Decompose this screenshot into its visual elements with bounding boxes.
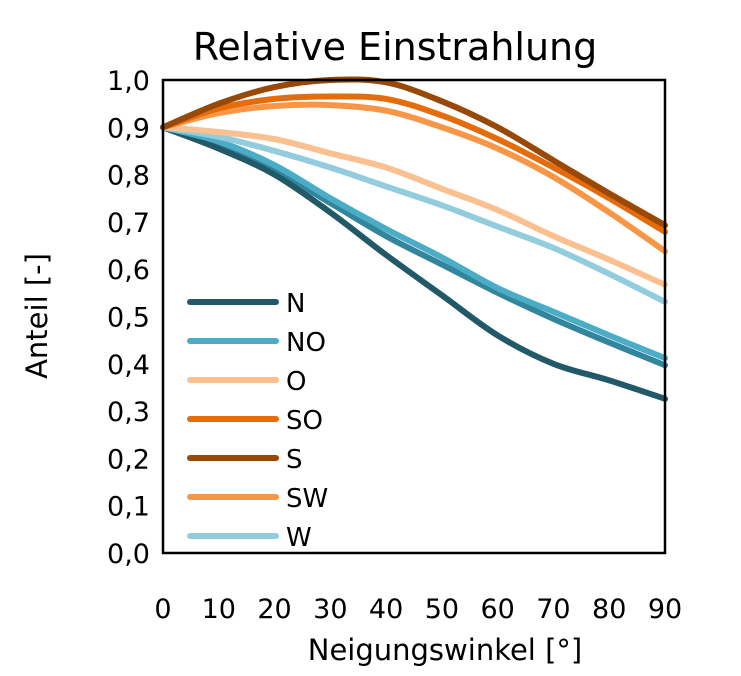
series-line-s: [160, 76, 668, 229]
x-tick-label: 20: [257, 594, 291, 625]
legend-label: N: [286, 289, 305, 319]
series-layer: [160, 76, 668, 402]
y-tick-label: 0,5: [107, 303, 150, 334]
y-tick-label: 0,7: [107, 208, 150, 239]
series-line-sw: [160, 101, 668, 255]
x-axis-ticks: 0 10 20 30 40 50 60 70 80 90: [154, 594, 682, 625]
legend-label: S: [286, 445, 303, 475]
series-line-so: [160, 93, 668, 235]
y-axis-label: Anteil [-]: [20, 253, 54, 379]
x-tick-label: 10: [202, 594, 236, 625]
y-tick-label: 0,3: [107, 397, 150, 428]
x-tick-label: 0: [154, 594, 171, 625]
y-tick-label: 0,9: [107, 113, 150, 144]
y-tick-label: 0,0: [107, 539, 150, 570]
legend-label: SW: [286, 484, 328, 514]
y-tick-label: 0,2: [107, 444, 150, 475]
y-tick-label: 1,0: [107, 66, 150, 97]
y-tick-label: 0,6: [107, 255, 150, 286]
x-tick-label: 80: [592, 594, 626, 625]
x-tick-label: 30: [313, 594, 347, 625]
series-line-w: [160, 124, 668, 305]
x-tick-label: 40: [369, 594, 403, 625]
legend-label: SO: [286, 406, 323, 436]
legend-label: NO: [286, 328, 326, 358]
y-tick-label: 0,1: [107, 492, 150, 523]
chart-title: Relative Einstrahlung: [193, 25, 598, 69]
series-line-n: [160, 124, 668, 402]
series-line-no: [160, 124, 668, 362]
y-tick-label: 0,8: [107, 161, 150, 192]
y-tick-label: 0,4: [107, 350, 150, 381]
y-axis-ticks: 0,0 0,1 0,2 0,3 0,4 0,5 0,6 0,7 0,8 0,9 1,0: [107, 66, 150, 570]
series-line-unlabeled: [160, 124, 668, 369]
x-tick-label: 70: [536, 594, 570, 625]
legend: N NO O SO S SW W: [187, 289, 328, 553]
x-tick-label: 50: [425, 594, 459, 625]
x-tick-label: 60: [480, 594, 514, 625]
x-axis-label: Neigungswinkel [°]: [308, 633, 582, 667]
x-tick-label: 90: [648, 594, 682, 625]
legend-label: O: [286, 367, 306, 397]
legend-label: W: [286, 523, 312, 553]
plot-frame: [161, 78, 667, 555]
series-line-o: [160, 124, 668, 288]
